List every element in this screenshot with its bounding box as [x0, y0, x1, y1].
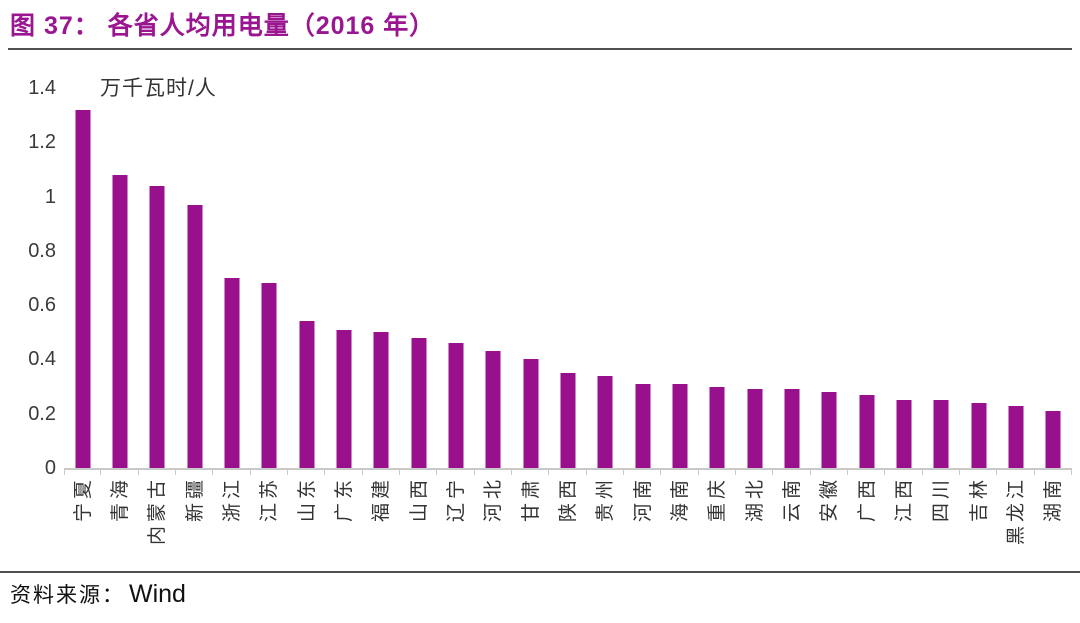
- bar: [336, 330, 352, 468]
- x-axis-label: 湖北: [744, 476, 766, 523]
- x-axis-label: 青海: [109, 476, 131, 523]
- x-axis-label: 河南: [632, 476, 654, 523]
- bar: [933, 400, 949, 468]
- bar: [187, 205, 203, 468]
- bar: [523, 359, 539, 468]
- bar: [149, 186, 165, 468]
- bar: [560, 373, 576, 468]
- x-axis-label: 贵州: [595, 476, 617, 523]
- bar-column: 新疆: [176, 88, 214, 522]
- y-axis-tick-label: 1.4: [28, 77, 56, 99]
- x-axis-label: 广西: [856, 476, 878, 523]
- title-divider: [8, 48, 1072, 50]
- x-axis-label: 陕西: [557, 476, 579, 523]
- y-axis-tick-label: 0.2: [28, 403, 56, 425]
- x-axis-label: 吉林: [968, 476, 990, 523]
- page-title: 图 37： 各省人均用电量（2016 年）: [10, 12, 436, 40]
- x-axis-label: 江西: [893, 476, 915, 523]
- x-axis-label: 浙江: [221, 476, 243, 523]
- x-axis-label: 江苏: [259, 476, 281, 523]
- y-axis-tick-label: 1: [44, 186, 56, 208]
- bar: [635, 384, 651, 468]
- bar-column: 广西: [848, 88, 886, 522]
- x-axis-label: 新疆: [184, 476, 206, 523]
- bar-column: 浙江: [213, 88, 251, 522]
- x-axis-label: 山西: [408, 476, 430, 523]
- bar-column: 重庆: [699, 88, 737, 522]
- bar: [112, 175, 128, 468]
- bar: [709, 387, 725, 468]
- x-axis-label: 甘肃: [520, 476, 542, 523]
- bar: [448, 343, 464, 468]
- source-name: Wind: [129, 580, 186, 608]
- x-axis-label: 重庆: [707, 476, 729, 523]
- bar: [224, 278, 240, 468]
- bar-column: 安徽: [811, 88, 849, 522]
- bar-column: 河北: [475, 88, 513, 522]
- source-note: 资料来源： Wind: [10, 579, 186, 609]
- x-axis-label: 海南: [669, 476, 691, 523]
- bar-column: 江西: [885, 88, 923, 522]
- bar-column: 内蒙古: [139, 88, 177, 545]
- x-axis-label: 四川: [931, 476, 953, 523]
- bar: [747, 389, 763, 468]
- bar: [485, 351, 501, 468]
- bar-column: 河南: [624, 88, 662, 522]
- bar: [299, 321, 315, 468]
- bar-column: 江苏: [251, 88, 289, 522]
- bar-column: 福建: [363, 88, 401, 522]
- bar-column: 贵州: [587, 88, 625, 522]
- x-axis-label: 湖南: [1043, 476, 1065, 523]
- bar-column: 甘肃: [512, 88, 550, 522]
- bar: [1008, 406, 1024, 468]
- bar-column: 海南: [661, 88, 699, 522]
- bar-column: 湖南: [1035, 88, 1073, 522]
- source-label: 资料来源：: [10, 583, 125, 607]
- x-axis-label: 安徽: [819, 476, 841, 523]
- bar-column: 辽宁: [437, 88, 475, 522]
- y-axis-tick-label: 0.6: [28, 294, 56, 316]
- bar: [411, 338, 427, 468]
- bar-column: 黑龙江: [997, 88, 1035, 545]
- y-axis-tick-label: 0.4: [28, 348, 56, 370]
- bar: [672, 384, 688, 468]
- bar: [75, 110, 91, 468]
- y-axis-tick-label: 0.8: [28, 240, 56, 262]
- bar: [971, 403, 987, 468]
- y-axis-tick-label: 0: [44, 457, 56, 479]
- bar: [261, 283, 277, 468]
- x-axis-label: 黑龙江: [1005, 476, 1027, 546]
- bar-column: 云南: [773, 88, 811, 522]
- bar-column: 湖北: [736, 88, 774, 522]
- plot-area: 宁夏 青海 内蒙古 新疆 浙江 江苏 山东 广东 福建 山西 辽宁 河北 甘肃 陕西 贵州 河南 海南 重庆 湖北云…: [64, 88, 1073, 545]
- x-axis-label: 宁夏: [72, 476, 94, 523]
- bar: [1045, 411, 1061, 468]
- x-axis-label: 福建: [371, 476, 393, 523]
- bar-column: 广东: [325, 88, 363, 522]
- bar: [373, 332, 389, 468]
- footer-divider: [0, 571, 1080, 573]
- bar: [896, 400, 912, 468]
- bar-column: 四川: [923, 88, 961, 522]
- x-axis-label: 广东: [333, 476, 355, 523]
- bar-column: 陕西: [549, 88, 587, 522]
- bar: [597, 376, 613, 468]
- x-axis-label: 云南: [781, 476, 803, 523]
- x-axis-label: 山东: [296, 476, 318, 523]
- y-axis-tick-label: 1.2: [28, 131, 56, 153]
- bar: [784, 389, 800, 468]
- bar-column: 山西: [400, 88, 438, 522]
- y-axis: 1.4 1.2 1 0.8 0.6 0.4 0.2 0: [0, 0, 56, 520]
- bar-column: 宁夏: [64, 88, 102, 522]
- bar-column: 青海: [101, 88, 139, 522]
- y-axis-unit-label: 万千瓦时/人: [100, 77, 217, 100]
- bar: [821, 392, 837, 468]
- bar: [859, 395, 875, 468]
- x-axis-label: 河北: [483, 476, 505, 523]
- bar-column: 山东: [288, 88, 326, 522]
- x-axis-label: 辽宁: [445, 476, 467, 523]
- bar-column: 吉林: [960, 88, 998, 522]
- x-axis-label: 内蒙古: [147, 476, 169, 546]
